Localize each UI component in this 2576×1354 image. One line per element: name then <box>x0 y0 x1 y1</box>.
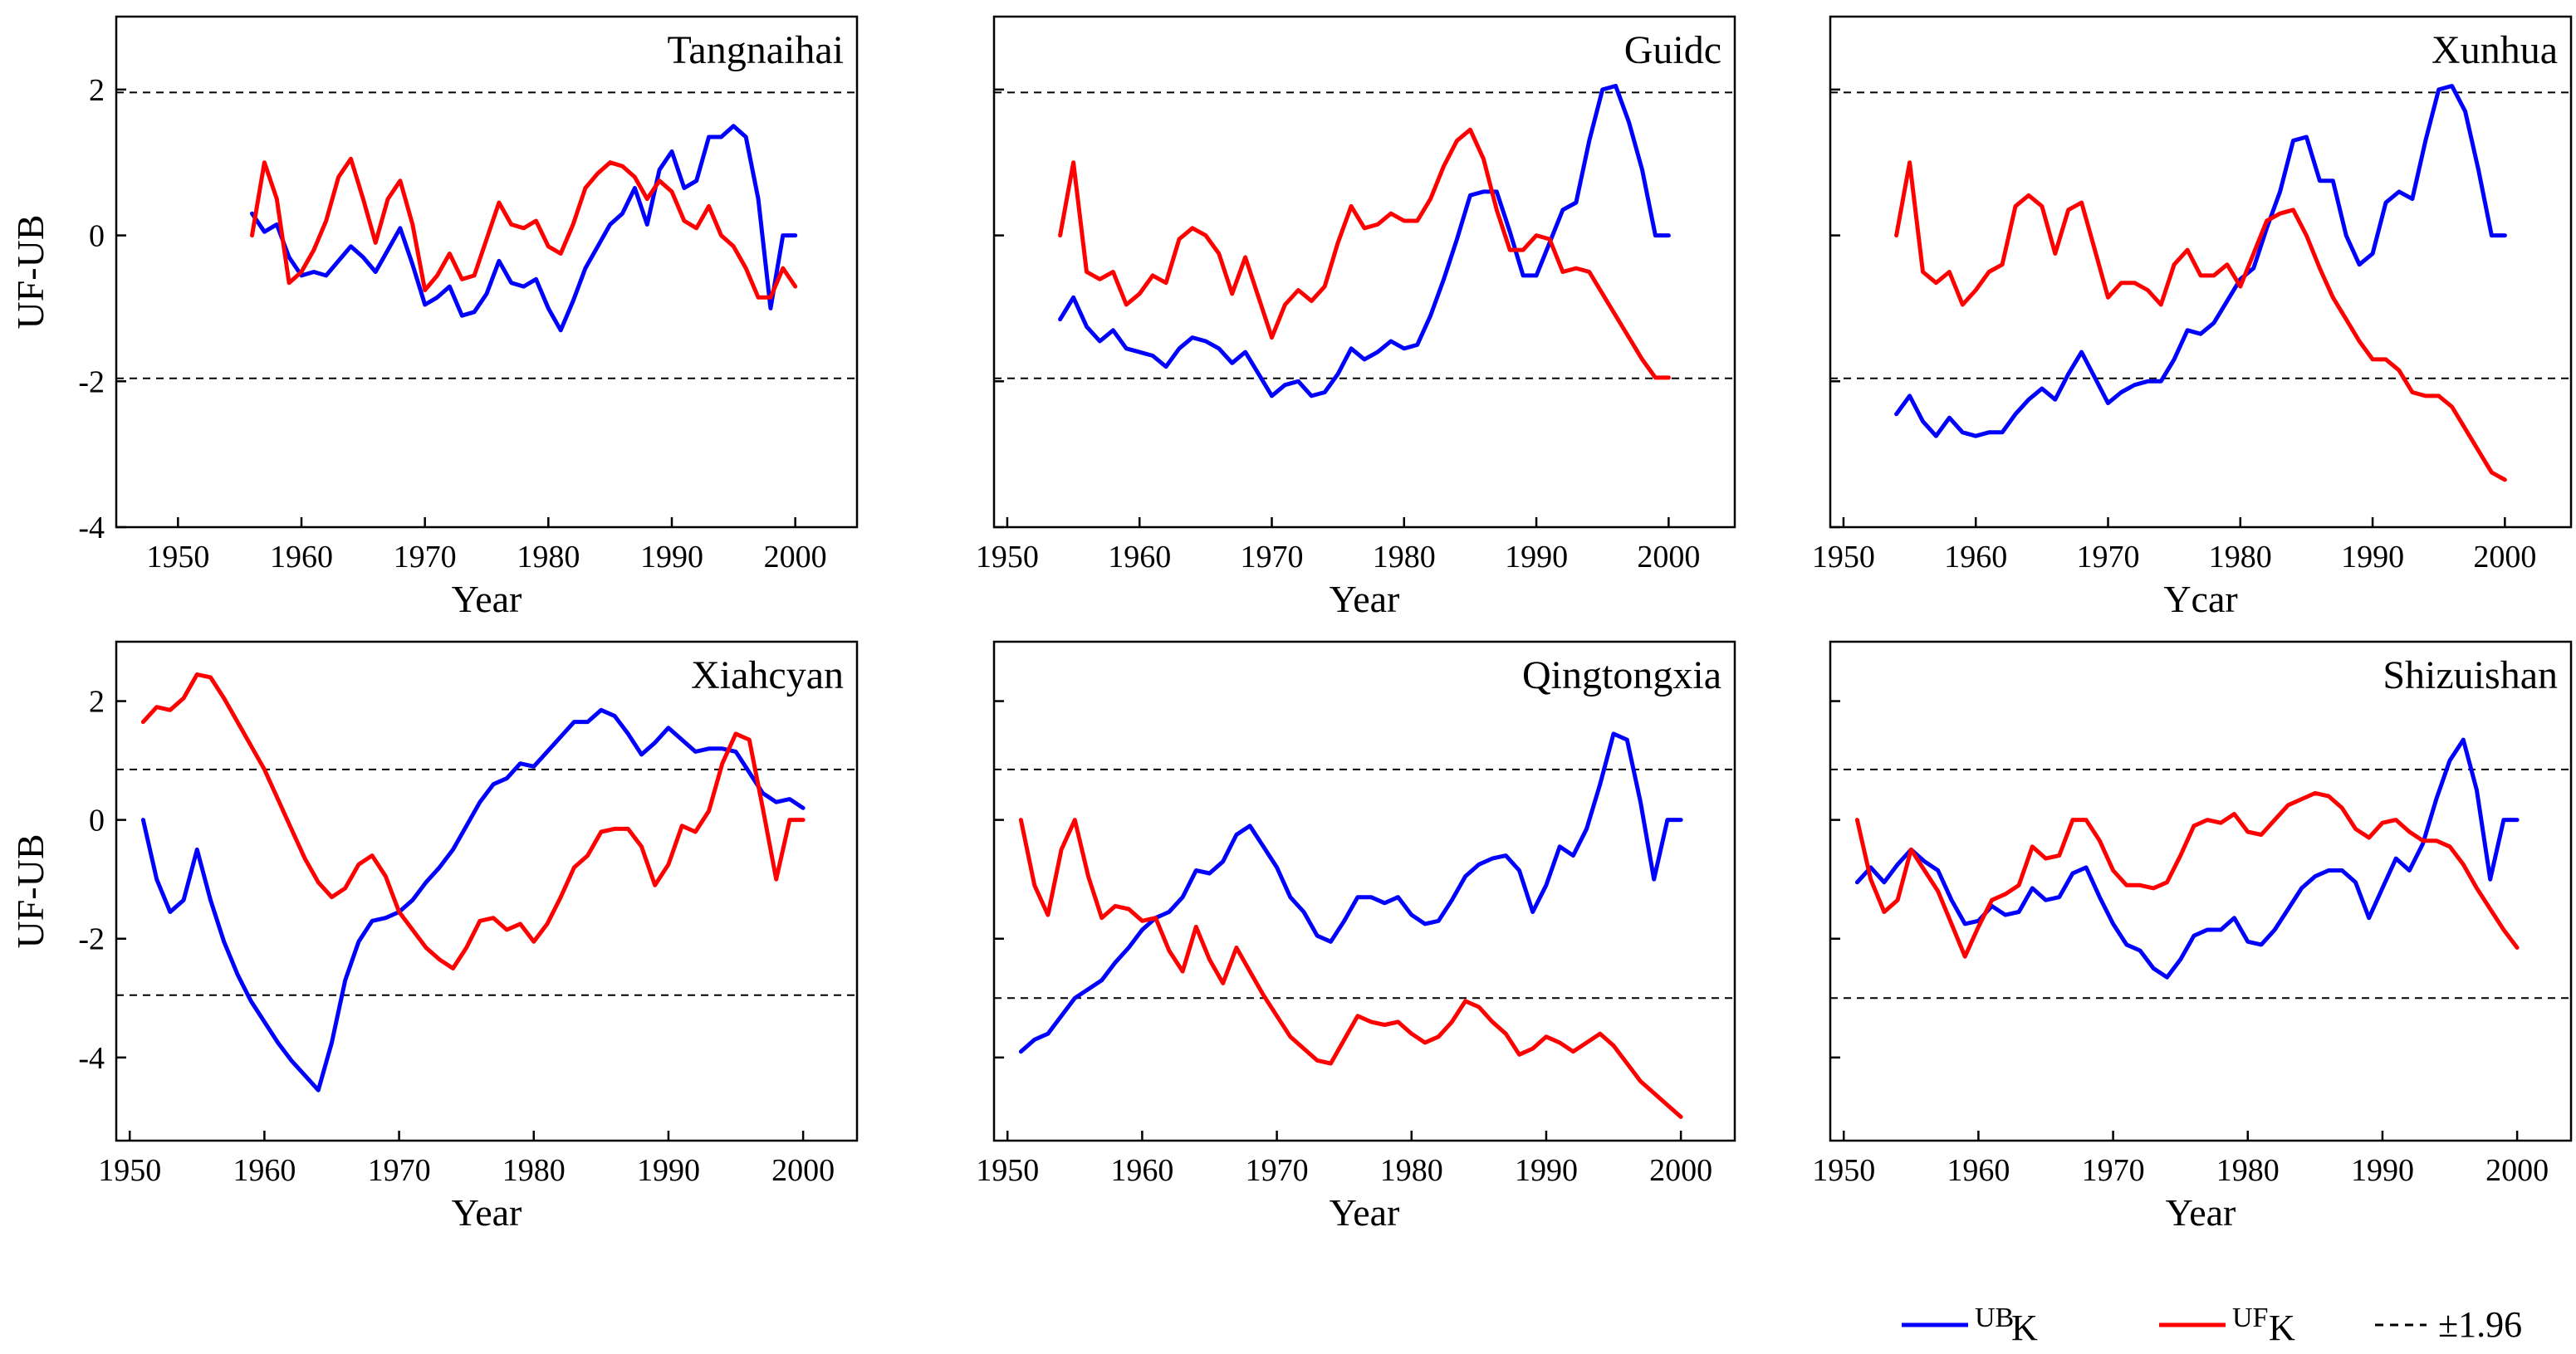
plot-frame <box>1829 15 2573 529</box>
x-tick-label: 1970 <box>1246 1153 1309 1188</box>
y-tick-label: 2 <box>89 73 105 108</box>
y-tick-label: -4 <box>78 1041 105 1076</box>
y-axis-title: UF-UB <box>9 833 51 948</box>
legend-label: K <box>2011 1308 2038 1348</box>
x-tick-label: 2000 <box>1649 1153 1712 1188</box>
y-tick-label: -2 <box>78 922 105 957</box>
x-tick-label: 1990 <box>1505 540 1568 574</box>
series-line-ub <box>1854 737 2520 980</box>
panel-title: Xiahcyan <box>691 653 844 697</box>
y-tick-label: -2 <box>78 364 105 399</box>
y-tick-label: 0 <box>89 219 105 254</box>
plot-frame <box>115 640 859 1142</box>
legend-label-prefix: UB <box>1975 1303 2014 1333</box>
x-tick-label: 1970 <box>2082 1153 2145 1188</box>
y-tick-label: 0 <box>89 804 105 838</box>
series-line-uf <box>1018 818 1683 1119</box>
x-tick-label: 1950 <box>976 540 1039 574</box>
x-tick-label: 1980 <box>2209 540 2272 574</box>
x-tick-label: 1980 <box>502 1153 566 1188</box>
x-axis-title: Year <box>1330 1191 1400 1234</box>
x-tick-label: 1990 <box>2341 540 2404 574</box>
panel-title: Tangnaihai <box>667 28 844 72</box>
x-tick-label: 1990 <box>2351 1153 2414 1188</box>
x-tick-label: 1950 <box>146 540 209 574</box>
x-tick-label: 1970 <box>394 540 457 574</box>
series-line-ub <box>1894 84 2507 438</box>
x-tick-label: 1950 <box>1812 1153 1875 1188</box>
x-tick-label: 1960 <box>1108 540 1171 574</box>
x-tick-label: 2000 <box>764 540 827 574</box>
series-line-uf <box>1854 790 2520 959</box>
series-line-uf <box>250 156 798 300</box>
x-tick-label: 2000 <box>1637 540 1700 574</box>
x-axis-title: Year <box>1330 578 1400 620</box>
panel-qingtongxia: 1950 1960 1970 1980 1990 2000 Qingtongxia Year <box>976 640 1736 1234</box>
plot-frame <box>115 15 859 529</box>
x-tick-label: 2000 <box>2485 1153 2549 1188</box>
panel-title: Shizuishan <box>2383 653 2558 697</box>
legend: UBK UF K ±1.96 <box>1902 1303 2522 1348</box>
panel-xunhua: 1950 1960 1970 1980 1990 2000 Xunhua Ycar <box>1812 15 2573 620</box>
x-tick-label: 1960 <box>1110 1153 1173 1188</box>
x-tick-label: 1980 <box>2216 1153 2280 1188</box>
x-axis-title: Ycar <box>2163 578 2237 620</box>
x-tick-label: 1990 <box>637 1153 700 1188</box>
x-axis-title: Year <box>452 1191 522 1234</box>
panel-xiahcyan: 1950 1960 1970 1980 1990 2000 -4 -2 0 2 Xiahcyan Ye… <box>9 640 859 1234</box>
x-axis-title: Year <box>2166 1191 2236 1234</box>
panel-title: Xunhua <box>2432 28 2558 72</box>
x-axis-title: Year <box>452 578 522 620</box>
panel-guidc: 1950 1960 1970 1980 1990 2000 Guidc Year <box>976 15 1736 620</box>
y-tick-label: -4 <box>78 511 105 545</box>
x-tick-label: 1970 <box>2077 540 2140 574</box>
plot-frame <box>1829 640 2573 1142</box>
series-line-ub <box>250 124 798 333</box>
x-tick-label: 1990 <box>640 540 703 574</box>
series-line-uf <box>1894 160 2507 482</box>
x-tick-label: 1980 <box>1373 540 1436 574</box>
y-axis-title: UF-UB <box>9 214 51 329</box>
x-tick-label: 1970 <box>368 1153 431 1188</box>
panel-tangnaihai: 1950 1960 1970 1980 1990 2000 -4 -2 0 2 Tangnaihai… <box>9 15 859 620</box>
x-tick-label: 1950 <box>98 1153 161 1188</box>
x-tick-label: 1960 <box>1944 540 2007 574</box>
x-tick-label: 1960 <box>233 1153 296 1188</box>
x-tick-label: 1960 <box>270 540 333 574</box>
series-line-uf <box>140 672 806 970</box>
panel-shizuishan: 1950 1960 1970 1980 1990 2000 Shizuishan Year <box>1812 640 2573 1234</box>
legend-item-ub: UBK <box>1902 1303 2038 1348</box>
y-tick-label: 2 <box>89 685 105 720</box>
x-tick-label: 1990 <box>1515 1153 1578 1188</box>
x-tick-label: 1960 <box>1947 1153 2010 1188</box>
legend-item-uf: UF K <box>2159 1303 2295 1348</box>
x-tick-label: 1970 <box>1241 540 1304 574</box>
series-line-ub <box>1058 84 1671 398</box>
x-tick-label: 1950 <box>1812 540 1875 574</box>
x-tick-label: 1980 <box>517 540 580 574</box>
plot-frame <box>992 640 1736 1142</box>
x-tick-label: 1950 <box>976 1153 1039 1188</box>
panel-title: Qingtongxia <box>1522 653 1721 697</box>
legend-item-sig: ±1.96 <box>2375 1304 2522 1345</box>
x-tick-label: 2000 <box>2473 540 2536 574</box>
series-line-ub <box>1018 731 1683 1054</box>
series-line-uf <box>1058 127 1671 380</box>
legend-label-prefix: UF <box>2232 1303 2268 1333</box>
legend-label: K <box>2269 1308 2295 1348</box>
panel-title: Guidc <box>1624 28 1721 72</box>
legend-label: ±1.96 <box>2438 1304 2522 1345</box>
series-line-ub <box>140 707 806 1092</box>
x-tick-label: 2000 <box>771 1153 835 1188</box>
x-tick-label: 1980 <box>1380 1153 1443 1188</box>
plot-frame <box>992 15 1736 529</box>
